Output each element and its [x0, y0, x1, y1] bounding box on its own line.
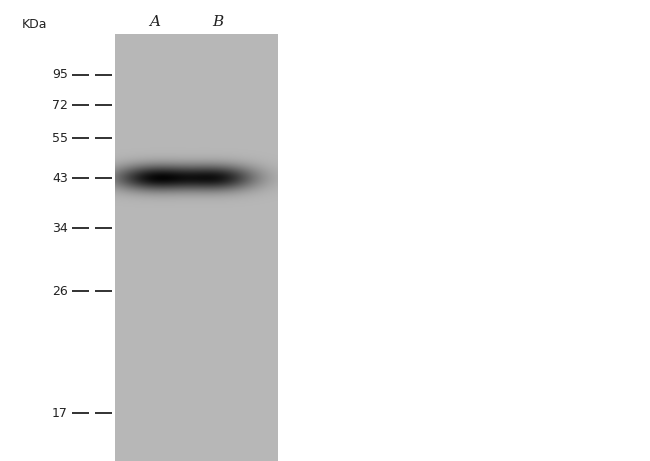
Text: A: A: [150, 15, 161, 29]
Text: 72: 72: [52, 99, 68, 112]
Text: B: B: [213, 15, 224, 29]
Text: 26: 26: [52, 284, 68, 297]
Text: 95: 95: [52, 69, 68, 82]
Text: 55: 55: [52, 131, 68, 144]
Text: 34: 34: [52, 221, 68, 235]
Text: KDa: KDa: [22, 18, 47, 31]
Text: 43: 43: [52, 171, 68, 184]
Text: 17: 17: [52, 407, 68, 420]
